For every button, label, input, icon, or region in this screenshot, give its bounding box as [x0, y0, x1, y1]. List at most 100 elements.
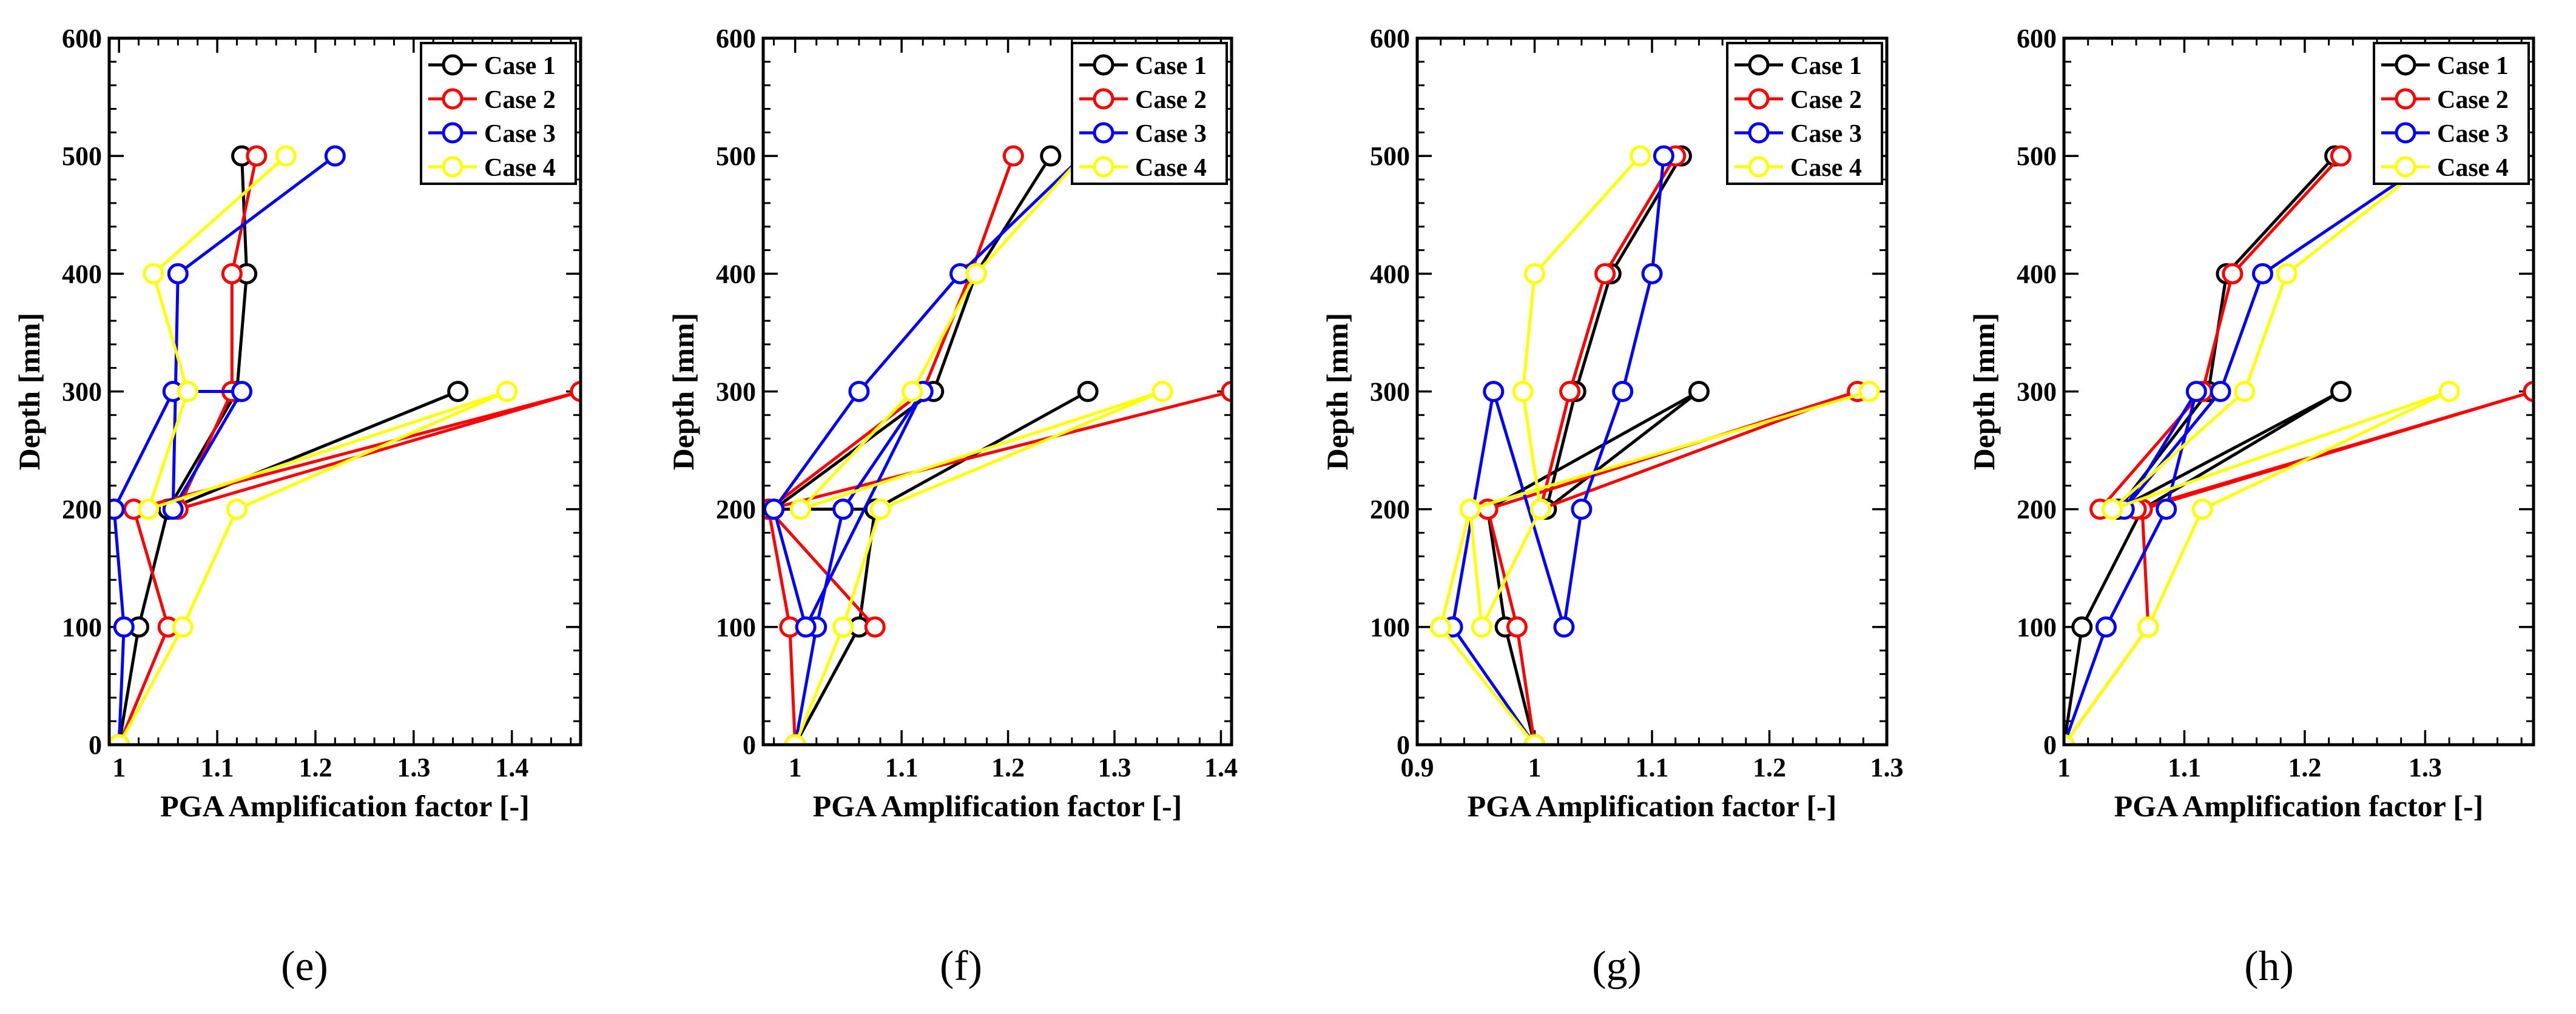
data-point-case-1 [447, 381, 469, 402]
series-line-case-3 [1451, 155, 1665, 745]
legend-marker [2395, 88, 2416, 110]
data-point-case-3 [1653, 145, 1674, 167]
legend: Case 1 Case 2 Case 3 Case 4 [420, 42, 577, 185]
data-point-case-3 [113, 616, 135, 638]
data-point-case-4 [138, 499, 160, 520]
data-point-case-1 [2330, 381, 2352, 402]
y-tick-label: 0 [89, 730, 102, 760]
data-point-case-4 [2137, 616, 2159, 638]
series-line-case-2 [1486, 155, 1860, 745]
data-point-case-4 [2064, 734, 2075, 745]
plot-area [2064, 145, 2534, 745]
x-tick-label: 1 [789, 753, 802, 782]
y-tick-label: 0 [743, 730, 756, 760]
series-line-case-2 [767, 155, 1232, 745]
series-line-case-3 [772, 155, 1084, 745]
y-tick-label: 300 [2017, 377, 2057, 407]
data-point-case-4 [496, 381, 518, 402]
data-point-case-1 [1040, 145, 1062, 167]
x-tick-label: 1.1 [1636, 753, 1669, 782]
x-tick-label: 1.2 [991, 753, 1025, 782]
legend-marker [442, 122, 464, 144]
x-tick-label: 1.2 [298, 753, 332, 782]
legend-label: Case 4 [1790, 154, 1862, 182]
x-tick-label: 1.3 [1870, 753, 1904, 782]
y-tick-label: 100 [716, 613, 756, 642]
legend-label: Case 1 [484, 52, 556, 80]
y-tick-label: 100 [1370, 613, 1410, 642]
data-point-case-2 [1506, 616, 1528, 638]
series-line-case-4 [117, 155, 509, 745]
legend-label: Case 4 [1135, 154, 1207, 182]
series-line-case-1 [117, 156, 460, 745]
y-tick-label: 200 [62, 495, 102, 525]
data-point-case-4 [109, 734, 130, 745]
series-line-case-2 [2064, 155, 2534, 745]
data-point-case-3 [1553, 616, 1575, 638]
x-tick-label: 1.1 [885, 753, 919, 782]
y-tick-label: 200 [716, 495, 756, 525]
x-axis-label: PGA Amplification factor [-] [2114, 789, 2484, 823]
y-tick-label: 600 [2017, 24, 2057, 53]
x-tick-label: 1.4 [1204, 753, 1238, 782]
x-axis-label: PGA Amplification factor [-] [1468, 789, 1837, 823]
data-point-case-4 [226, 499, 248, 520]
data-point-case-3 [231, 381, 253, 402]
x-tick-label: 1.2 [2288, 753, 2321, 782]
data-point-case-4 [1524, 263, 1545, 284]
x-tick-label: 0.9 [1401, 753, 1434, 782]
legend-label: Case 2 [1790, 86, 1862, 114]
x-tick-label: 1.2 [1753, 753, 1786, 782]
x-tick-label: 1.4 [495, 753, 528, 782]
y-tick-label: 500 [716, 141, 756, 171]
x-tick-label: 1 [2057, 753, 2071, 782]
panel-label: (f) [940, 943, 982, 990]
data-point-case-3 [167, 263, 189, 284]
x-tick-label: 1.3 [2409, 753, 2442, 782]
data-point-case-4 [2234, 381, 2256, 402]
data-point-case-4 [1858, 381, 1880, 402]
data-point-case-3 [2251, 263, 2273, 284]
y-axis-label: Depth [mm] [12, 313, 46, 471]
legend-label: Case 4 [484, 154, 556, 182]
x-tick-label: 1.1 [2168, 753, 2201, 782]
data-point-case-4 [143, 263, 164, 284]
data-point-case-2 [246, 145, 268, 167]
series-line-case-1 [772, 155, 1090, 745]
legend: Case 1 Case 2 Case 3 Case 4 [1726, 42, 1883, 185]
data-point-case-3 [848, 381, 870, 402]
legend-marker [1748, 156, 1770, 178]
data-point-case-3 [1612, 381, 1634, 402]
y-axis-label: Depth [mm] [1320, 313, 1354, 471]
data-point-case-2 [1221, 381, 1232, 402]
legend-label: Case 3 [1135, 120, 1207, 148]
x-axis-label: PGA Amplification factor [-] [160, 789, 530, 823]
x-tick-label: 1 [1528, 753, 1542, 782]
data-point-case-4 [1430, 616, 1452, 638]
legend-marker [1093, 156, 1114, 178]
axes-frame [761, 36, 1233, 747]
y-tick-label: 600 [1370, 24, 1410, 53]
data-point-case-3 [2095, 616, 2117, 638]
y-axis-label: Depth [mm] [1967, 313, 2001, 471]
legend-label: Case 1 [1790, 52, 1862, 80]
data-point-case-4 [1459, 499, 1481, 520]
legend-marker [1093, 122, 1114, 144]
y-tick-label: 100 [2017, 613, 2057, 642]
legend-marker [2395, 156, 2416, 178]
x-axis-label: PGA Amplification factor [-] [813, 789, 1182, 823]
legend-label: Case 2 [484, 86, 556, 114]
y-tick-label: 300 [1370, 377, 1410, 407]
data-point-case-2 [221, 263, 243, 284]
panel-label: (g) [1592, 943, 1642, 990]
legend-marker [442, 88, 464, 110]
data-point-case-4 [1529, 499, 1551, 520]
legend-marker [2395, 122, 2416, 144]
data-point-case-2 [2222, 263, 2244, 284]
data-point-case-3 [832, 499, 854, 520]
series-line-case-4 [2064, 155, 2451, 745]
data-point-case-2 [1594, 263, 1616, 284]
data-point-case-4 [965, 263, 987, 284]
